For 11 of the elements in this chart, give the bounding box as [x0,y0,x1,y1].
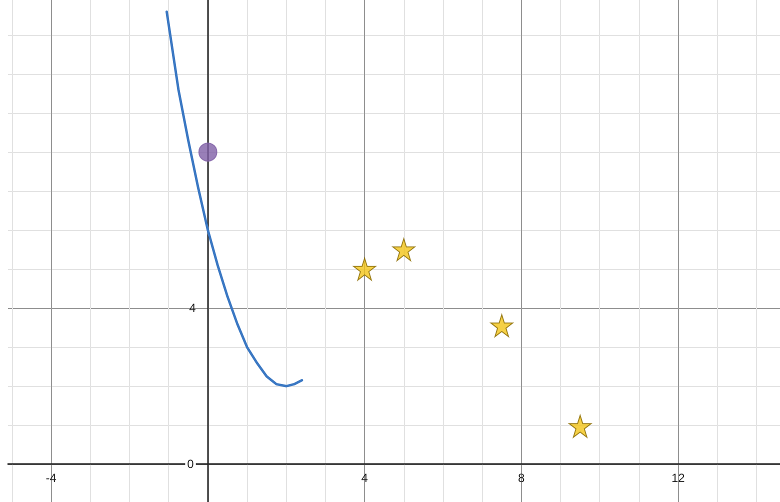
x-tick-label: 8 [518,471,526,486]
line-series [165,10,304,388]
point [568,414,592,438]
point [353,258,376,281]
y-tick-label: 0 [187,457,194,472]
point [392,238,416,262]
point [490,314,514,338]
x-tick-label: 12 [671,471,686,486]
point [198,142,218,162]
x-tick-label: -4 [46,471,57,486]
x-tick-label: 4 [361,471,368,486]
